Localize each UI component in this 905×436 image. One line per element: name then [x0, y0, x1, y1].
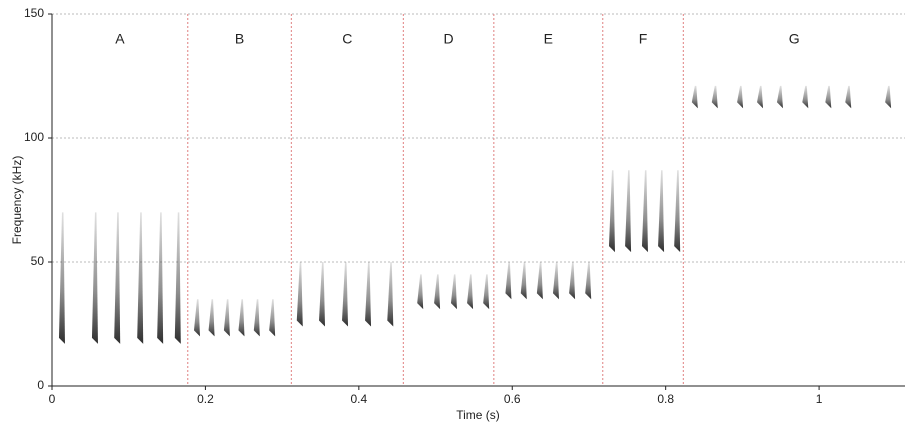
- pulse: [174, 212, 181, 344]
- y-tick-label: 100: [24, 130, 44, 144]
- pulse: [885, 85, 892, 109]
- pulse: [674, 170, 681, 253]
- pulse: [450, 274, 457, 310]
- y-axis-label: Frequency (kHz): [10, 156, 24, 245]
- pulse: [342, 262, 349, 327]
- y-tick-label: 50: [31, 254, 45, 268]
- section-label: E: [544, 31, 553, 47]
- section-label: A: [115, 31, 125, 47]
- pulse: [757, 85, 764, 109]
- x-tick-label: 0.2: [197, 392, 214, 406]
- pulse: [585, 262, 592, 300]
- pulse: [711, 85, 718, 109]
- pulse: [157, 212, 164, 344]
- pulse: [223, 299, 230, 337]
- pulse: [737, 85, 744, 109]
- y-tick-label: 150: [24, 6, 44, 20]
- pulse: [536, 262, 543, 300]
- pulse: [776, 85, 783, 109]
- pulse: [483, 274, 490, 310]
- pulse: [825, 85, 832, 109]
- pulse: [319, 262, 326, 327]
- pulse: [434, 274, 441, 310]
- pulse: [296, 262, 303, 327]
- pulse: [505, 262, 512, 300]
- pulse: [569, 262, 576, 300]
- pulse: [845, 85, 852, 109]
- pulse: [91, 212, 98, 344]
- pulse: [253, 299, 260, 337]
- pulse: [625, 170, 632, 253]
- pulse: [365, 262, 372, 327]
- section-label: D: [444, 31, 454, 47]
- pulse: [238, 299, 245, 337]
- x-axis-label: Time (s): [456, 408, 500, 422]
- x-tick-label: 0: [49, 392, 56, 406]
- pulse: [417, 274, 424, 310]
- section-label: C: [342, 31, 352, 47]
- section-label: F: [639, 31, 648, 47]
- x-tick-label: 0.6: [504, 392, 521, 406]
- pulse: [658, 170, 665, 253]
- section-label: G: [789, 31, 800, 47]
- y-tick-label: 0: [37, 378, 44, 392]
- pulse: [802, 85, 809, 109]
- x-tick-label: 0.8: [657, 392, 674, 406]
- pulse: [208, 299, 215, 337]
- pulse: [387, 262, 394, 327]
- x-tick-label: 0.4: [350, 392, 367, 406]
- pulse: [114, 212, 121, 344]
- pulse: [608, 170, 615, 253]
- x-tick-label: 1: [816, 392, 823, 406]
- pulse: [641, 170, 648, 253]
- pulse: [58, 212, 65, 344]
- pulse: [137, 212, 144, 344]
- pulse: [269, 299, 276, 337]
- section-label: B: [235, 31, 244, 47]
- pulse: [520, 262, 527, 300]
- pulse: [691, 85, 698, 109]
- pulse: [552, 262, 559, 300]
- pulse: [467, 274, 474, 310]
- pulse: [193, 299, 200, 337]
